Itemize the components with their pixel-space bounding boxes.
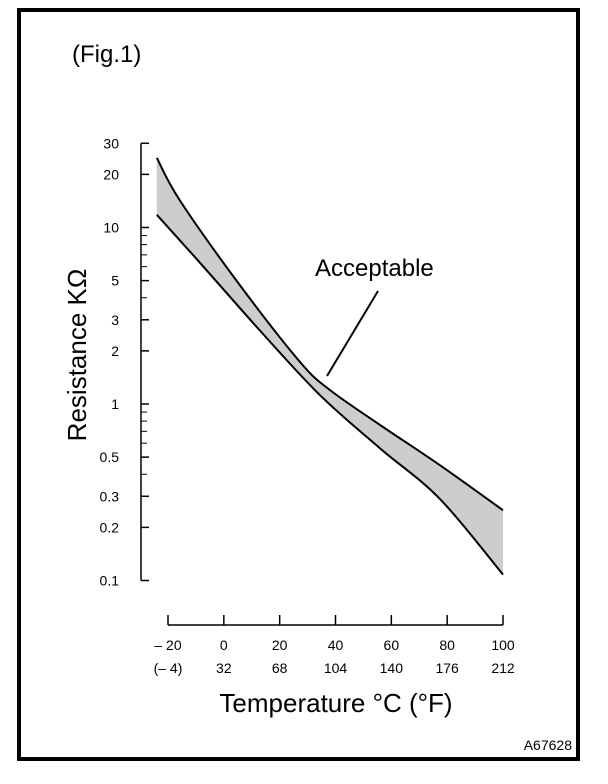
figure-code: A67628 — [524, 737, 572, 753]
x-tick-label-celsius: 100 — [491, 637, 515, 653]
x-tick-label-celsius: – 20 — [154, 637, 181, 653]
y-tick-label: 30 — [103, 135, 119, 151]
x-tick-label-celsius: 20 — [272, 637, 288, 653]
x-tick-label-fahrenheit: (– 4) — [154, 660, 183, 676]
y-tick-label: 2 — [111, 343, 119, 359]
x-tick-label-celsius: 80 — [439, 637, 455, 653]
y-tick-label: 0.5 — [100, 449, 120, 465]
y-tick-label: 1 — [111, 396, 119, 412]
acceptable-band — [156, 157, 504, 575]
x-tick-label-celsius: 0 — [220, 637, 228, 653]
y-axis-title: Resistance KΩ — [62, 269, 92, 442]
figure-label: (Fig.1) — [72, 41, 141, 68]
x-tick-label-fahrenheit: 104 — [324, 660, 348, 676]
y-tick-label: 0.3 — [100, 488, 120, 504]
lower-limit-line — [156, 214, 504, 576]
figure-border — [17, 8, 580, 761]
y-tick-label: 0.1 — [100, 573, 120, 589]
x-tick-label-fahrenheit: 212 — [491, 660, 515, 676]
y-tick-label: 10 — [103, 220, 119, 236]
x-axis-title: Temperature °C (°F) — [219, 688, 452, 718]
x-tick-label-celsius: 40 — [328, 637, 344, 653]
band-annotation-label: Acceptable — [315, 255, 434, 282]
annotation-leader-line — [326, 290, 379, 377]
y-tick-label: 20 — [103, 166, 119, 182]
y-tick-label: 5 — [111, 273, 119, 289]
x-tick-label-fahrenheit: 68 — [272, 660, 288, 676]
y-tick-label: 0.2 — [100, 519, 120, 535]
y-tick-label: 3 — [111, 312, 119, 328]
x-tick-label-fahrenheit: 140 — [380, 660, 404, 676]
x-tick-label-fahrenheit: 176 — [435, 660, 459, 676]
upper-limit-line — [155, 157, 504, 512]
x-tick-label-fahrenheit: 32 — [216, 660, 232, 676]
x-tick-label-celsius: 60 — [384, 637, 400, 653]
